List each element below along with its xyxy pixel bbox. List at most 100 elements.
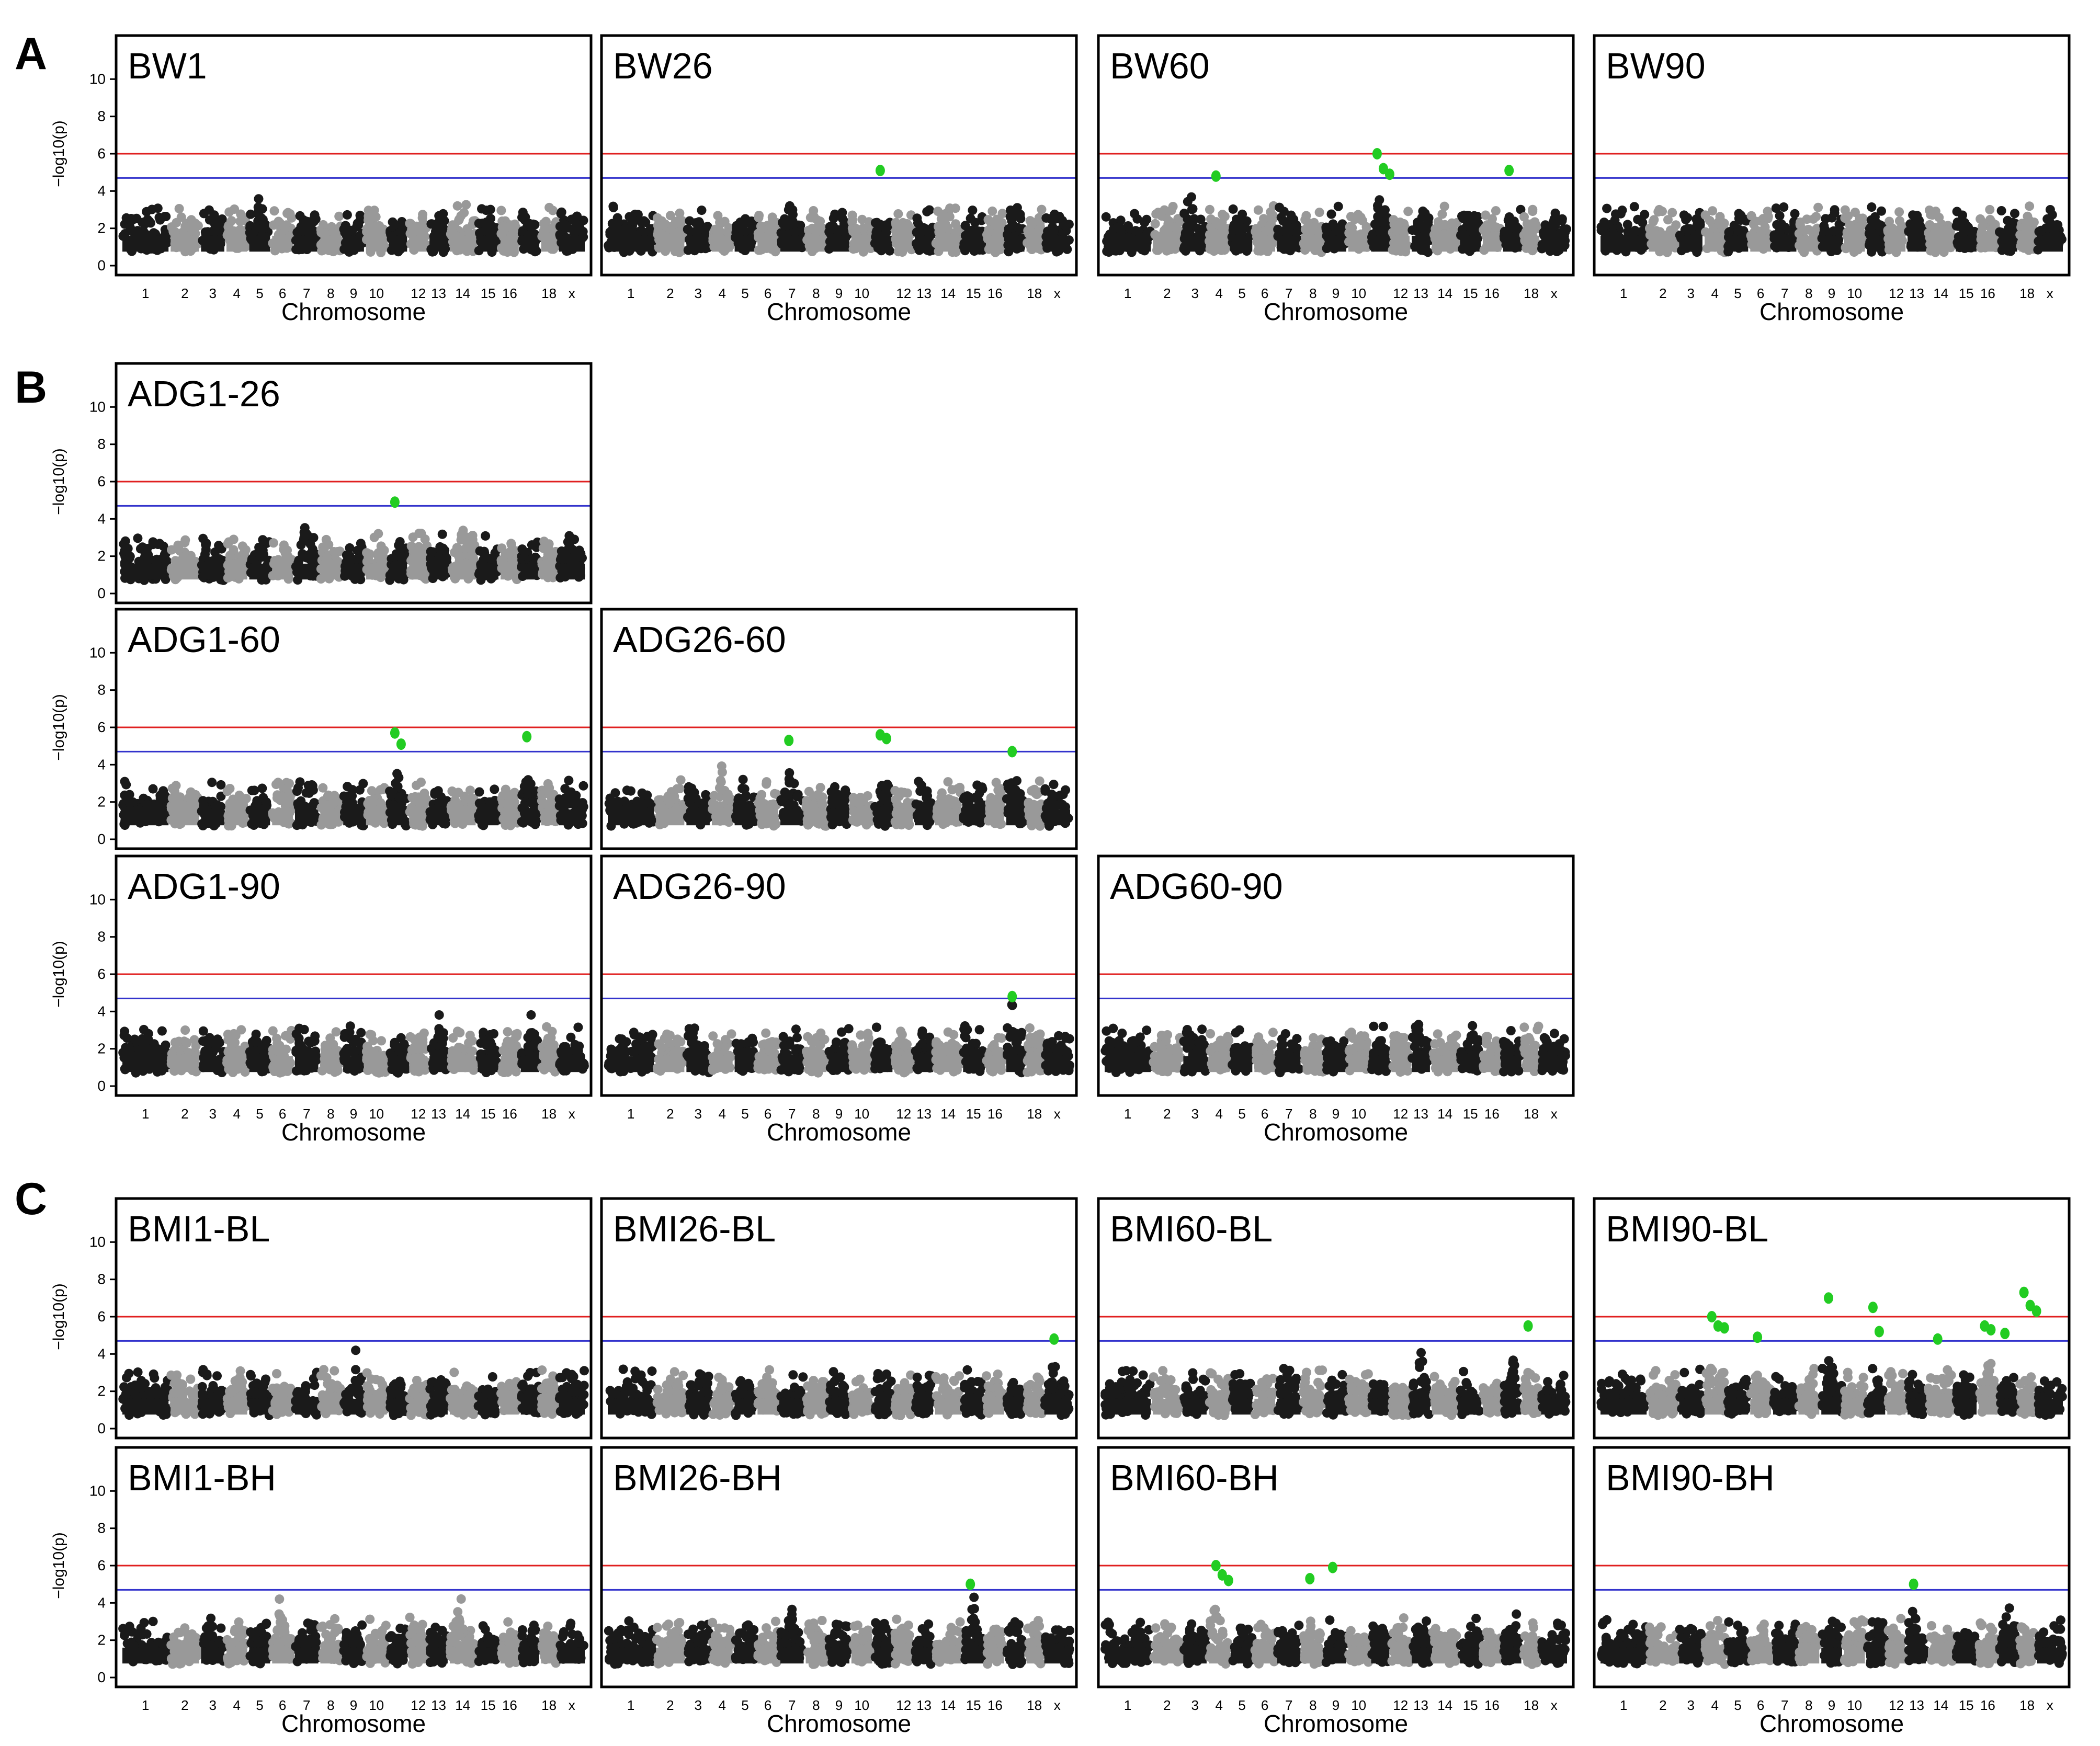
chromosome-17-points — [1995, 206, 2020, 256]
snp-point — [1142, 214, 1152, 224]
chromosome-16-points — [496, 206, 522, 257]
snp-point — [342, 210, 352, 220]
snp-point — [2025, 201, 2035, 211]
snp-point — [1205, 204, 1214, 214]
snp-point — [1734, 213, 1744, 223]
chromosome-7-points — [291, 523, 322, 585]
snp-point — [610, 224, 620, 234]
snp-cloud — [1101, 192, 1571, 257]
snp-point — [174, 204, 184, 213]
snp-point — [790, 227, 800, 237]
chromosome-6-points — [268, 538, 297, 584]
snp-point — [993, 227, 1003, 237]
chromosome-2-points — [166, 781, 202, 829]
significant-snp-point — [1372, 148, 1382, 159]
x-tick-label: 13 — [1909, 286, 1924, 301]
snp-point — [1413, 218, 1423, 227]
chromosome-8-points — [316, 783, 345, 830]
snp-point — [652, 213, 662, 223]
snp-point — [1186, 192, 1196, 202]
snp-point — [285, 779, 294, 789]
snp-point — [543, 549, 553, 559]
snp-density-band — [1600, 235, 1647, 252]
snp-point — [1821, 214, 1831, 224]
chromosome-x-points — [555, 531, 587, 583]
snp-density-band — [1956, 235, 1977, 252]
snp-density-band — [320, 563, 342, 580]
snp-point — [371, 212, 381, 222]
snp-point — [539, 227, 549, 237]
snp-point — [364, 211, 373, 221]
snp-density-band — [122, 809, 169, 826]
snp-point — [1724, 227, 1734, 237]
snp-point — [440, 545, 450, 555]
snp-point — [1228, 225, 1238, 235]
snp-point — [1528, 204, 1538, 214]
plot-title: ADG1-26 — [128, 373, 280, 414]
snp-point — [1790, 209, 1800, 219]
snp-point — [153, 203, 163, 213]
snp-point — [1219, 226, 1229, 235]
snp-density-band — [249, 809, 270, 826]
snp-density-band — [1153, 235, 1182, 252]
snp-point — [1830, 205, 1840, 215]
snp-density-band — [541, 235, 557, 252]
snp-point — [1885, 216, 1894, 226]
snp-point — [754, 211, 764, 220]
snp-point — [330, 793, 339, 803]
snp-point — [311, 214, 321, 224]
snp-point — [2045, 218, 2055, 227]
x-tick-label: 2 — [666, 286, 674, 301]
snp-point — [434, 211, 444, 221]
snp-point — [485, 204, 495, 214]
snp-density-band — [915, 235, 933, 252]
snp-point — [322, 800, 332, 810]
snp-density-band — [1523, 235, 1539, 252]
snp-point — [1867, 202, 1877, 212]
x-tick-label: 14 — [1437, 286, 1452, 301]
snp-point — [923, 227, 932, 237]
snp-point — [481, 553, 491, 563]
snp-point — [459, 208, 469, 218]
snp-density-band — [935, 235, 961, 252]
snp-point — [304, 788, 314, 798]
snp-point — [608, 201, 618, 211]
snp-point — [1037, 204, 1047, 214]
chromosome-5-points — [245, 194, 273, 252]
snp-density-band — [1541, 235, 1567, 252]
snp-point — [417, 213, 427, 223]
snp-point — [293, 798, 303, 808]
snp-point — [1333, 201, 1343, 211]
plot-title: BW1 — [128, 45, 207, 86]
snp-density-band — [409, 563, 428, 580]
snp-point — [207, 778, 217, 788]
snp-point — [214, 541, 224, 551]
snp-point — [198, 796, 208, 806]
snp-point — [1150, 219, 1160, 229]
snp-point — [1356, 212, 1366, 222]
snp-point — [1252, 227, 1262, 237]
snp-point — [329, 547, 339, 556]
snp-point — [1218, 210, 1228, 220]
snp-density-band — [1928, 235, 1954, 252]
snp-density-band — [1773, 235, 1797, 252]
snp-density-band — [1254, 235, 1275, 252]
snp-point — [1206, 214, 1216, 224]
panel-letter-A: A — [15, 29, 47, 79]
snp-point — [660, 219, 670, 229]
y-tick-label: 6 — [97, 145, 106, 162]
snp-density-band — [409, 235, 428, 252]
snp-density-band — [559, 563, 585, 580]
snp-point — [1939, 225, 1949, 235]
snp-point — [1007, 216, 1017, 226]
snp-density-band — [320, 809, 342, 826]
y-axis-label: −log10(p) — [50, 120, 67, 187]
snp-density-band — [272, 235, 293, 252]
chromosome-4-points — [223, 534, 252, 584]
snp-point — [200, 227, 210, 237]
snp-density-band — [450, 235, 476, 252]
chromosome-13-points — [426, 209, 452, 257]
